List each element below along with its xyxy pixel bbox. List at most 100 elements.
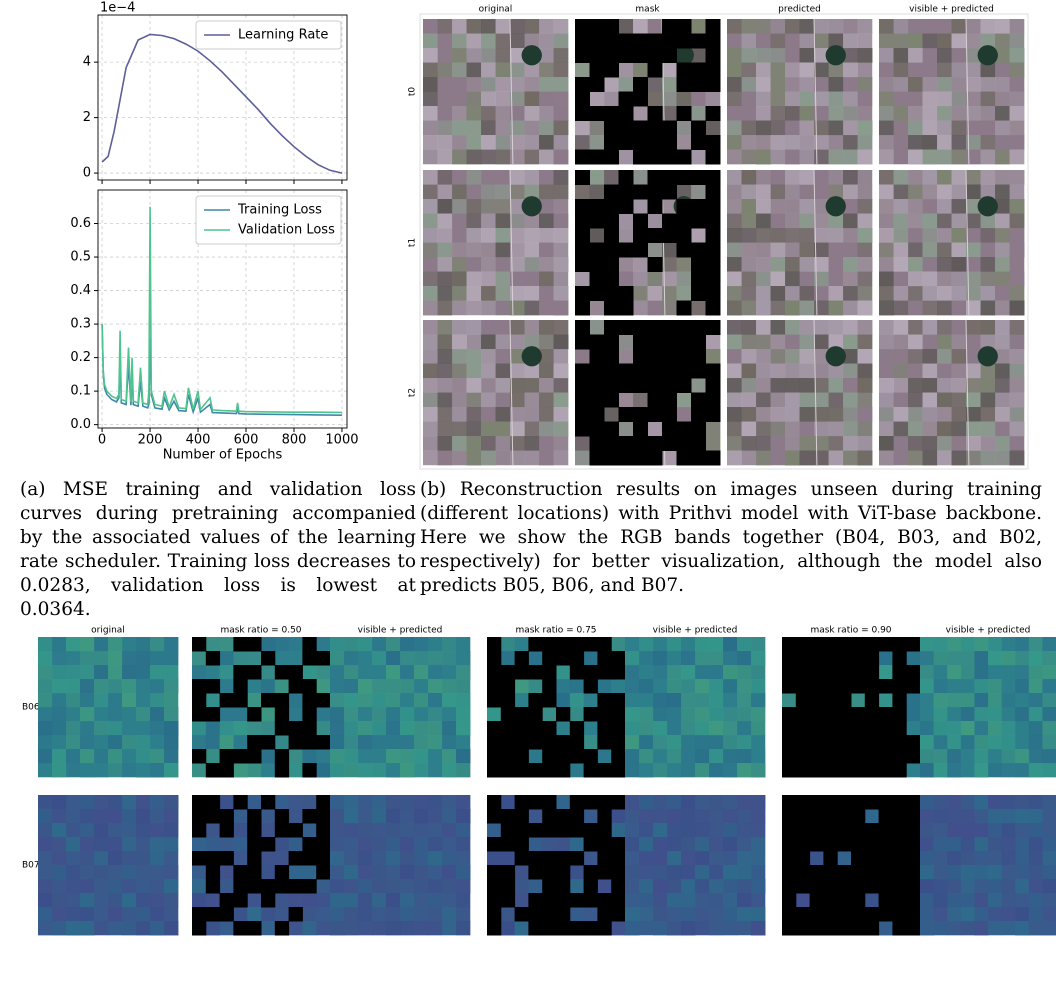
image-patch	[122, 735, 137, 750]
mask-patch	[796, 749, 810, 764]
mask-patch	[851, 735, 865, 750]
mask-patch	[575, 199, 590, 214]
image-patch	[442, 907, 457, 922]
image-patch	[639, 665, 654, 680]
image-patch	[995, 121, 1010, 136]
image-patch	[843, 121, 858, 136]
mask-patch	[823, 637, 837, 652]
mask-patch	[206, 851, 220, 866]
mask-patch	[662, 335, 677, 350]
image-patch	[108, 809, 123, 824]
image-patch	[934, 735, 948, 750]
mask-patch	[275, 823, 289, 838]
image-patch	[358, 851, 373, 866]
image-patch	[442, 679, 457, 694]
image-patch	[737, 809, 752, 824]
image-patch	[751, 721, 766, 736]
image-patch	[1010, 199, 1025, 214]
image-patch	[879, 185, 894, 200]
image-patch	[372, 637, 387, 652]
image-patch	[554, 92, 569, 107]
image-patch	[981, 106, 996, 121]
image-patch	[742, 393, 757, 408]
image-patch	[438, 214, 453, 229]
image-patch	[496, 393, 511, 408]
mask-patch	[501, 865, 515, 880]
image-patch	[981, 407, 996, 422]
image-patch	[1010, 272, 1025, 287]
image-patch	[510, 214, 525, 229]
image-patch	[358, 721, 373, 736]
mask-patch	[247, 665, 261, 680]
image-patch	[539, 77, 554, 92]
image-patch	[539, 335, 554, 350]
image-patch	[879, 349, 894, 364]
image-patch	[496, 63, 511, 78]
image-patch	[695, 707, 710, 722]
image-patch	[937, 150, 952, 165]
image-patch	[66, 763, 81, 778]
image-patch	[727, 301, 742, 316]
image	[575, 19, 721, 165]
mask-patch	[220, 893, 234, 908]
image-patch	[677, 407, 692, 422]
y-tick-label: 0.0	[70, 417, 91, 432]
image-patch	[108, 823, 123, 838]
image-patch	[467, 214, 482, 229]
image-patch	[570, 865, 584, 880]
image-patch	[814, 335, 829, 350]
image-patch	[584, 735, 598, 750]
image-patch	[920, 679, 934, 694]
mask-patch	[501, 823, 515, 838]
image-patch	[452, 34, 467, 49]
image-patch	[94, 707, 109, 722]
image-patch	[995, 422, 1010, 437]
mask-patch	[662, 185, 677, 200]
mask-patch	[906, 823, 920, 838]
image-patch	[275, 837, 289, 852]
image-patch	[961, 837, 975, 852]
image-patch	[709, 907, 724, 922]
image-patch	[785, 320, 800, 335]
image-patch	[1010, 106, 1025, 121]
image-patch	[785, 301, 800, 316]
image-patch	[452, 106, 467, 121]
image-patch	[1042, 795, 1056, 810]
image-patch	[727, 422, 742, 437]
image-patch	[386, 721, 401, 736]
image-patch	[879, 320, 894, 335]
image-patch	[372, 735, 387, 750]
image-patch	[619, 77, 634, 92]
mask-patch	[597, 651, 611, 666]
image-patch	[1010, 135, 1025, 150]
mask-patch	[706, 135, 721, 150]
image-patch	[894, 228, 909, 243]
image-patch	[590, 320, 605, 335]
image-patch	[908, 378, 923, 393]
image-patch	[974, 721, 988, 736]
image-patch	[619, 422, 634, 437]
image-patch	[771, 48, 786, 63]
image-patch	[302, 795, 316, 810]
image-patch	[414, 735, 429, 750]
image-patch	[785, 272, 800, 287]
image-patch	[220, 879, 234, 894]
image-patch	[164, 637, 179, 652]
image-patch	[879, 106, 894, 121]
image-patch	[988, 865, 1002, 880]
image-patch	[937, 301, 952, 316]
image-patch	[414, 851, 429, 866]
image-patch	[467, 185, 482, 200]
mask-patch	[691, 243, 706, 258]
image-patch	[920, 921, 934, 936]
image-patch	[858, 422, 873, 437]
image-patch	[289, 865, 303, 880]
image-patch	[1042, 707, 1056, 722]
image-patch	[80, 893, 95, 908]
image-patch	[452, 121, 467, 136]
mask-patch	[584, 763, 598, 778]
image-patch	[414, 679, 429, 694]
image-patch	[192, 665, 206, 680]
image-patch	[995, 106, 1010, 121]
mask-patch	[810, 907, 824, 922]
